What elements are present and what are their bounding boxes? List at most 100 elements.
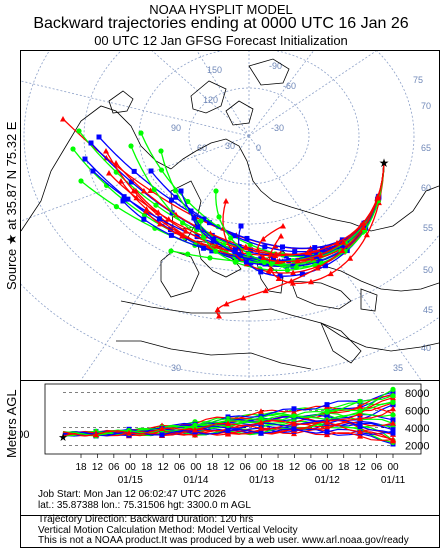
- trajectory-marker: [128, 179, 134, 185]
- hour-tick-label: 18: [272, 462, 284, 473]
- trajectory-marker: [156, 220, 163, 227]
- lon-label: 120: [203, 95, 218, 105]
- trajectory-marker: [231, 233, 237, 239]
- hour-tick-label: 00: [322, 462, 334, 473]
- height-gridlines: [63, 392, 393, 446]
- trajectory-marker: [103, 154, 110, 161]
- height-profile-chart[interactable]: 18 12 06 00 18 12 06 00 18 12 06 00 18 12 06 00 18 12 06 00…: [5, 381, 439, 515]
- trajectory-marker: [188, 208, 194, 214]
- height-tick-label: 4000: [405, 423, 429, 435]
- trajectory-marker: [153, 202, 159, 208]
- trajectory-marker: [357, 403, 363, 409]
- trajectory-marker: [324, 402, 330, 408]
- trajectory-marker: [268, 261, 275, 267]
- trajectory-marker: [198, 218, 204, 224]
- trajectory-path[interactable]: [158, 148, 385, 269]
- hour-tick-label: 12: [289, 462, 301, 473]
- trajectory-marker: [240, 294, 247, 301]
- trajectory-marker: [278, 233, 284, 239]
- trajectory-marker: [324, 419, 330, 425]
- trajectory-marker: [247, 242, 253, 248]
- hour-tick-label: 00: [256, 462, 268, 473]
- trajectory-marker: [232, 249, 238, 255]
- hour-tick-label: 06: [174, 462, 186, 473]
- trajectory-marker: [390, 437, 396, 444]
- trajectory-marker: [304, 249, 311, 256]
- height-axis-label: Meters AGL: [4, 389, 19, 458]
- trajectory-marker: [113, 160, 119, 166]
- trajectory-marker: [324, 408, 330, 414]
- job-start-text: Job Start: Mon Jan 12 06:02:47 UTC 2026: [38, 489, 226, 500]
- hour-tick-label: 00: [125, 462, 137, 473]
- trajectory-marker: [272, 252, 279, 259]
- trajectory-marker: [357, 408, 363, 414]
- trajectory-marker: [168, 197, 174, 203]
- trajectory-marker: [274, 258, 281, 264]
- trajectory-marker: [277, 273, 283, 279]
- trajectory-marker: [216, 214, 222, 220]
- trajectory-marker: [113, 204, 120, 210]
- trajectory-marker: [339, 242, 345, 248]
- hour-tick-label: 06: [371, 462, 383, 473]
- trajectory-marker: [244, 235, 250, 241]
- trajectory-map[interactable]: 150 120 90 60 30 0 -30 -60 -90 75 70 65 …: [0, 0, 442, 381]
- trajectory-marker: [312, 245, 318, 251]
- trajectory-marker: [158, 148, 164, 154]
- trajectory-marker: [291, 406, 297, 412]
- trajectory-marker: [213, 188, 219, 194]
- source-star-icon: ★: [379, 156, 390, 170]
- trajectory-marker: [291, 426, 297, 432]
- trajectory-path[interactable]: [214, 160, 385, 319]
- trajectory-marker: [172, 211, 179, 218]
- hour-tick-label: 18: [75, 462, 87, 473]
- trajectory-marker: [141, 212, 148, 218]
- trajectory-marker: [172, 187, 179, 194]
- trajectory-marker: [327, 270, 334, 277]
- trajectory-marker: [225, 430, 231, 437]
- trajectory-marker: [182, 228, 189, 234]
- trajectory-marker: [258, 269, 264, 275]
- trajectory-path[interactable]: [254, 160, 385, 264]
- trajectory-marker: [307, 278, 314, 285]
- height-trajectories: [62, 386, 396, 447]
- trajectory-marker: [290, 269, 297, 276]
- trajectory-marker: [70, 146, 76, 152]
- trajectory-marker: [96, 134, 102, 140]
- model-title: NOAA HYSPLIT MODEL: [149, 2, 293, 17]
- trajectory-marker: [233, 258, 239, 264]
- trajectory-marker: [225, 428, 231, 434]
- trajectory-marker: [210, 238, 216, 244]
- source-height-label: 3300: [21, 429, 29, 441]
- trajectory-marker: [192, 426, 198, 433]
- hour-tick-label: 18: [141, 462, 153, 473]
- trajectory-marker: [140, 187, 147, 194]
- trajectory-marker: [291, 413, 297, 419]
- trajectory-marker: [254, 246, 261, 253]
- trajectory-marker: [78, 178, 84, 184]
- trajectory-marker: [299, 271, 305, 277]
- trajectory-marker: [267, 251, 274, 257]
- trajectory-marker: [90, 168, 96, 174]
- trajectory-marker: [280, 223, 286, 229]
- trajectory-marker: [138, 130, 144, 136]
- trajectory-marker: [390, 428, 396, 434]
- trajectory-marker: [390, 420, 396, 426]
- height-panel: 18 12 06 00 18 12 06 00 18 12 06 00 18 12 06 00 18 12 06 00…: [5, 380, 440, 516]
- trajectory-marker: [294, 257, 301, 264]
- hour-tick-label: 18: [338, 462, 350, 473]
- trajectory-marker: [76, 128, 82, 134]
- trajectory-marker: [133, 194, 140, 201]
- trajectory-marker: [126, 429, 132, 436]
- trajectory-marker: [238, 223, 244, 229]
- trajectory-marker: [133, 188, 139, 194]
- trajectory-marker: [260, 236, 267, 242]
- coordinates-text: lat.: 35.87388 lon.: 75.31506 hgt: 3300.…: [38, 499, 251, 511]
- trajectory-marker: [223, 300, 230, 307]
- trajectory-marker: [248, 260, 254, 266]
- graticule-labels: 150 120 90 60 30 0 -30 -60 -90 75 70 65 …: [171, 61, 433, 373]
- trajectory-marker: [310, 256, 317, 262]
- trajectory-marker: [357, 415, 363, 421]
- trajectory-marker: [374, 195, 381, 201]
- trajectories[interactable]: [60, 116, 385, 319]
- trajectory-marker: [390, 389, 396, 395]
